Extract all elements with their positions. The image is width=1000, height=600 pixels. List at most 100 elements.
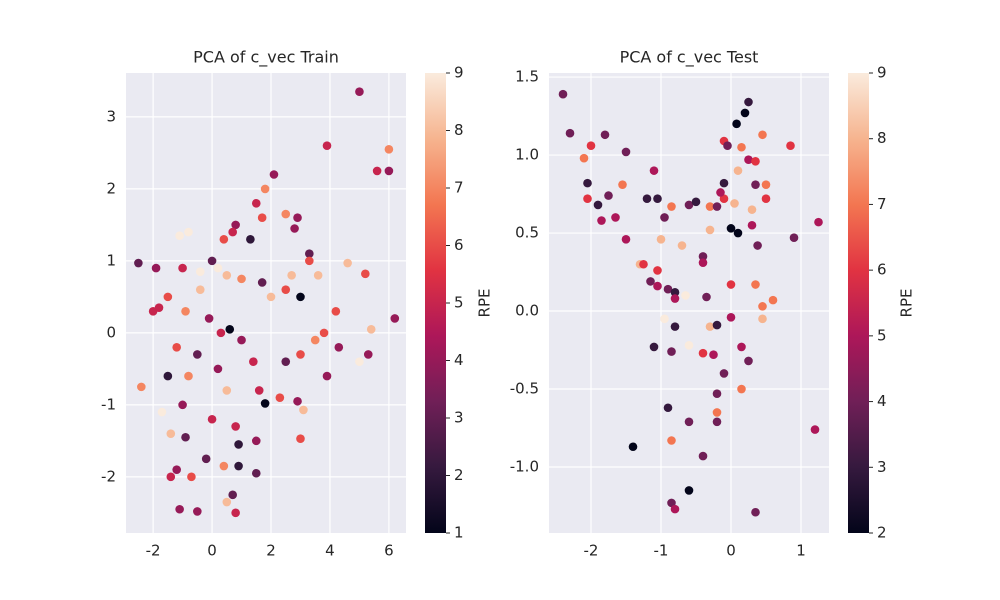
point [753,241,762,250]
point [246,234,255,244]
point [228,490,237,500]
chart-title: PCA of c_vec Test [620,48,759,68]
point [681,291,690,300]
point [583,178,592,188]
x-tick-label: -1 [654,542,669,560]
point [670,294,680,303]
point [604,191,613,200]
point [565,128,575,138]
colorbar-tick-label: 5 [877,326,887,344]
point [260,184,270,194]
colorbar-tick-label: 8 [877,129,887,147]
point [207,256,217,266]
y-tick-label: -1 [101,395,116,413]
point [758,302,767,311]
x-tick-label: -2 [584,542,599,560]
colorbar-tick-label: 5 [454,294,464,312]
point [667,347,676,356]
point [684,341,694,350]
point [758,130,767,140]
point [719,178,729,188]
point [768,295,778,305]
point [222,386,232,395]
colorbar-tick-label: 4 [454,351,464,369]
point [260,399,270,408]
y-tick-label: -1.0 [510,458,539,476]
point [175,504,184,514]
point [201,454,211,464]
plot-area [126,73,406,533]
point [296,350,305,359]
point [814,217,823,227]
point [758,314,767,324]
point [653,266,662,275]
y-tick-label: 0 [106,323,116,341]
point [234,461,243,471]
point [251,198,261,208]
point [649,342,659,352]
y-tick-label: 1.5 [515,68,539,86]
y-tick-label: -2 [101,467,116,485]
point [355,87,364,97]
colorbar-tick-label: 6 [877,261,887,279]
colorbar-tick-label: 8 [454,121,464,139]
point [172,342,181,352]
point [667,202,676,211]
point [733,228,743,238]
point [237,335,246,345]
colorbar-tick-label: 7 [877,195,887,213]
point [154,303,164,312]
point [723,141,732,150]
point [712,320,722,330]
point [712,408,722,417]
point [231,508,240,518]
point [193,350,202,359]
point [726,224,736,233]
point [178,263,187,273]
point [363,350,373,359]
point [698,348,708,358]
point [319,328,329,338]
point [737,342,746,352]
point [184,371,193,381]
point [331,306,341,316]
x-tick-label: 1 [796,542,806,560]
point [702,292,711,302]
point [275,393,285,402]
point [361,269,370,279]
point [639,259,648,269]
point [733,166,743,175]
y-tick-label: 1 [106,251,116,269]
point [334,342,344,352]
point [698,252,708,261]
point [709,350,718,360]
plot-area [549,73,829,533]
point [137,382,146,392]
colorbar-tick-label: 9 [877,64,887,82]
point [355,357,364,366]
x-tick-label: 0 [207,542,217,560]
point [705,202,715,211]
point [691,197,701,207]
point [660,314,669,324]
point [372,166,382,176]
point [684,486,694,495]
point [751,507,760,517]
point [663,403,673,413]
point [705,322,715,331]
point [719,369,729,378]
point [249,357,258,366]
point [628,442,638,452]
colorbar [848,73,869,533]
colorbar-tick-label: 4 [877,392,887,410]
colorbar [425,73,446,533]
y-tick-label: 2 [106,179,116,197]
point [726,312,736,322]
point [231,422,240,431]
chart-title: PCA of c_vec Train [193,48,339,68]
point [698,451,708,461]
point [684,200,694,210]
colorbar-label: RPE [898,289,916,318]
point [705,225,715,235]
